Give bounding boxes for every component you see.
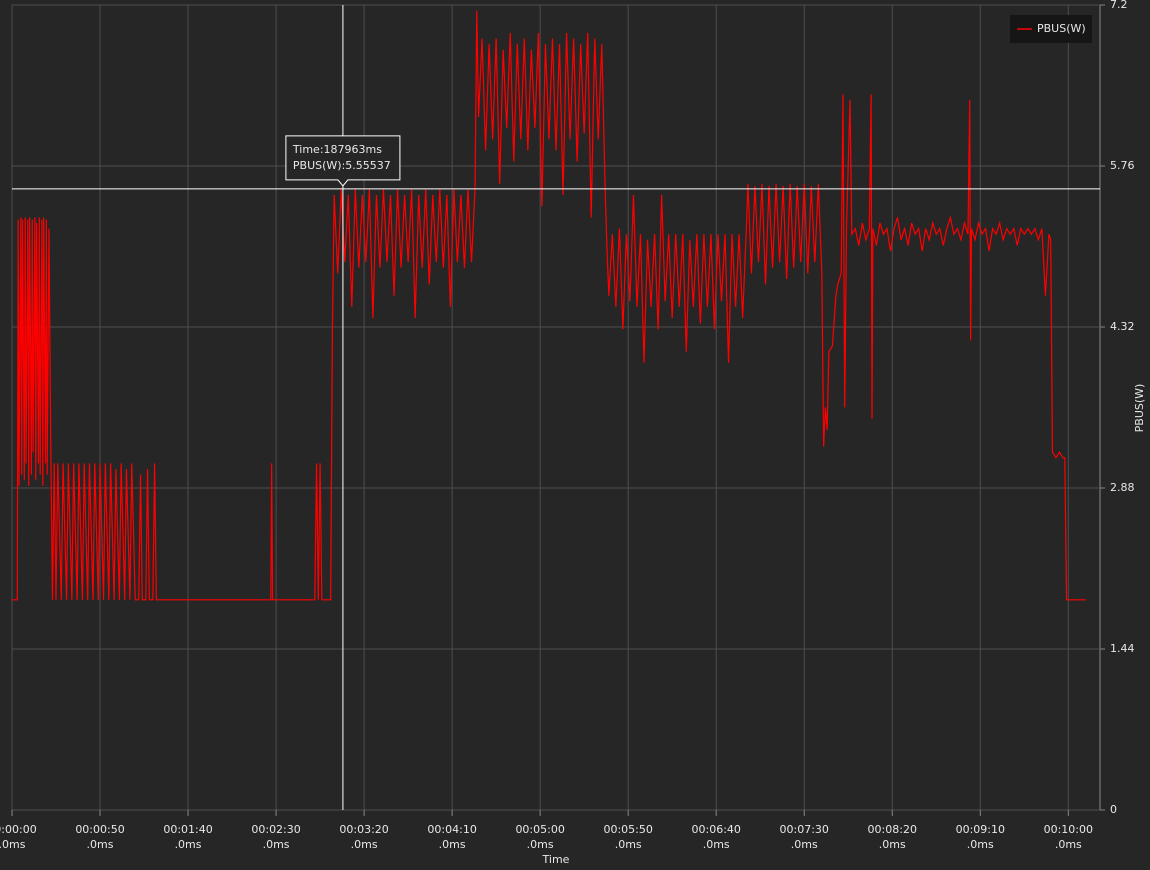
y-tick-label: 2.88: [1110, 481, 1135, 494]
tooltip: Time:187963ms PBUS(W):5.55537: [285, 135, 401, 187]
y-tick-label: 1.44: [1110, 642, 1135, 655]
x-tick-label: 00:00:00.0ms: [0, 823, 37, 851]
y-tick-label: 7.2: [1110, 0, 1128, 11]
y-tick-label: 0: [1110, 803, 1117, 816]
y-tick-label: 5.76: [1110, 159, 1135, 172]
x-tick-label: 00:04:10.0ms: [427, 823, 476, 851]
x-tick-label: 00:08:20.0ms: [868, 823, 917, 851]
tooltip-box: [285, 135, 401, 187]
legend-label: PBUS(W): [1037, 22, 1086, 35]
tooltip-text: Time:187963ms: [292, 143, 382, 156]
x-tick-label: 00:01:40.0ms: [163, 823, 212, 851]
series-line: [12, 10, 1086, 601]
x-axis-title: Time: [542, 853, 570, 866]
x-tick-label: 00:02:30.0ms: [251, 823, 300, 851]
x-tick-label: 00:09:10.0ms: [956, 823, 1005, 851]
tooltip-text: PBUS(W):5.55537: [293, 159, 391, 172]
x-tick-label: 00:05:50.0ms: [603, 823, 652, 851]
x-tick-label: 00:03:20.0ms: [339, 823, 388, 851]
y-tick-label: 4.32: [1110, 320, 1135, 333]
y-axis-title: PBUS(W): [1133, 384, 1146, 433]
legend: PBUS(W): [1010, 15, 1092, 43]
x-tick-label: 00:05:00.0ms: [515, 823, 564, 851]
x-tick-label: 00:00:50.0ms: [75, 823, 124, 851]
x-tick-label: 00:06:40.0ms: [692, 823, 741, 851]
x-tick-label: 00:10:00.0ms: [1044, 823, 1093, 851]
x-tick-label: 00:07:30.0ms: [780, 823, 829, 851]
